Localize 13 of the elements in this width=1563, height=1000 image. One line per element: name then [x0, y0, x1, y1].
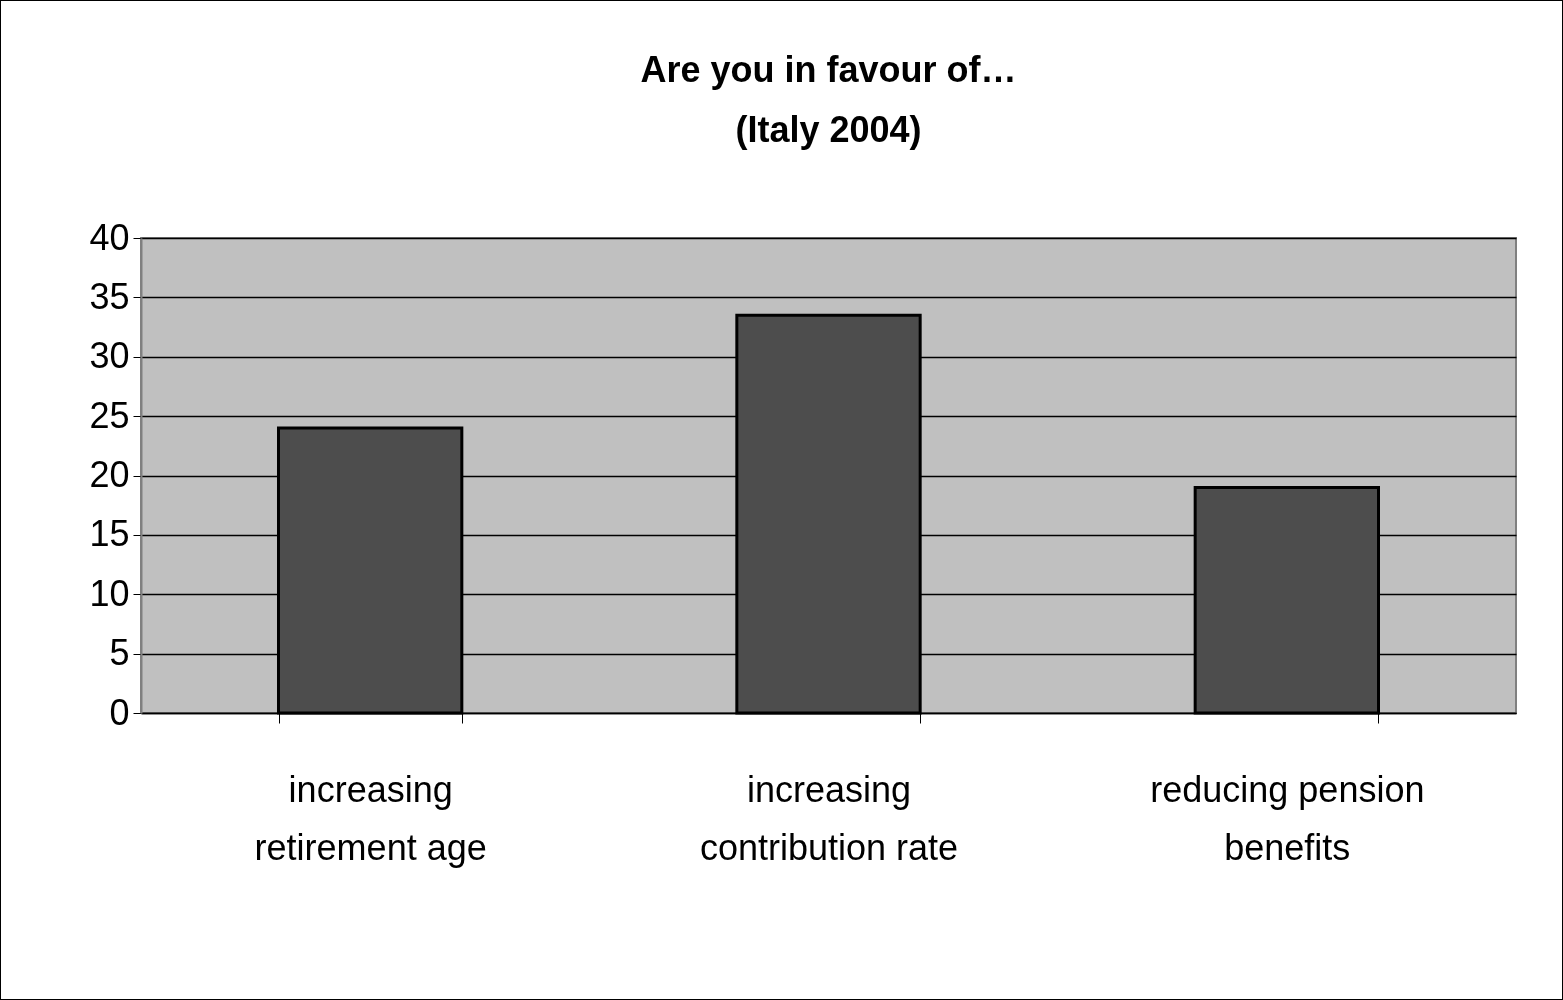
x-tick-label: increasing contribution rate: [699, 768, 959, 868]
y-tick-label: 40: [89, 216, 130, 258]
y-tick-label: 15: [89, 513, 130, 555]
chart-title: Are you in favour of… (Italy 2004): [640, 49, 1017, 150]
y-tick-label: 35: [89, 275, 130, 317]
y-tick-label: 5: [109, 632, 130, 674]
y-tick-label: 10: [89, 572, 130, 614]
y-tick-label: 30: [89, 335, 130, 377]
x-tick-label: reducing pension benefits: [1150, 768, 1425, 868]
x-tick-label: increasing retirement age: [254, 768, 487, 868]
y-tick-label: 25: [89, 394, 130, 436]
y-tick-label: 20: [89, 454, 130, 495]
y-tick-label: 0: [109, 691, 130, 733]
